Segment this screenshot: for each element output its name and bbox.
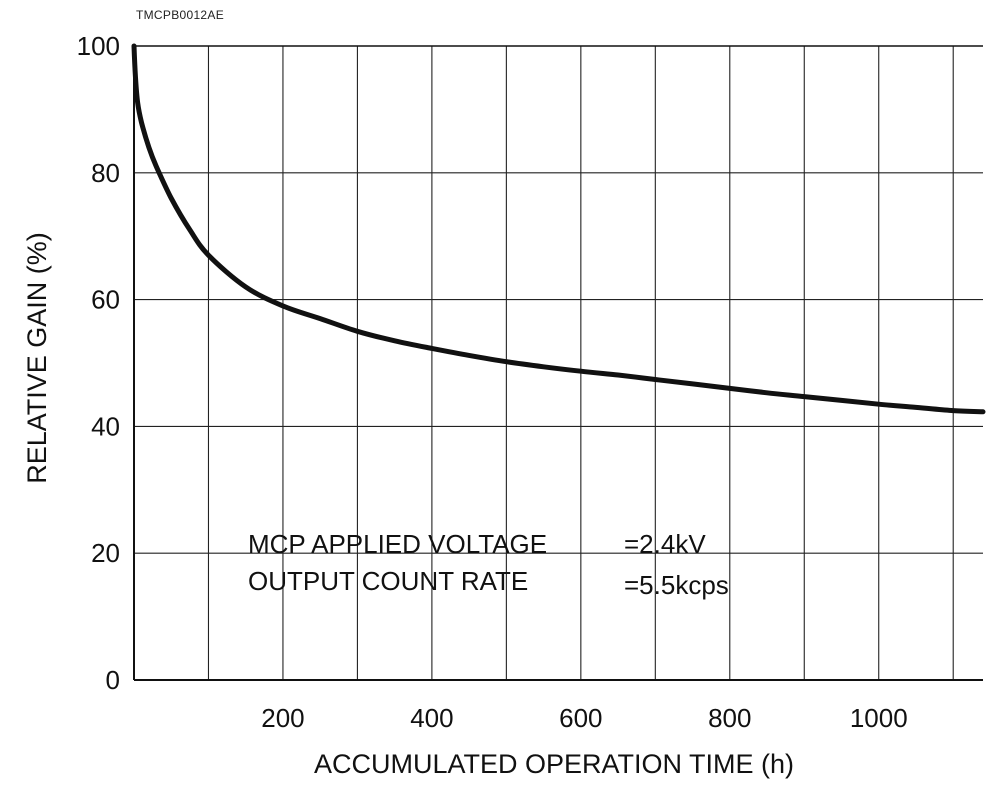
x-tick-label: 800 (708, 703, 751, 733)
ticks-layer: 0 20 40 60 80 100 200 400 600 800 1000 (77, 31, 908, 733)
y-tick-label: 100 (77, 31, 120, 61)
y-tick-label: 80 (91, 158, 120, 188)
annotation: MCP APPLIED VOLTAGE =2.4kV OUTPUT COUNT … (248, 529, 729, 600)
grid-layer (134, 46, 983, 680)
annotation-voltage-label: MCP APPLIED VOLTAGE (248, 529, 547, 559)
y-tick-label: 20 (91, 538, 120, 568)
y-tick-label: 0 (106, 665, 120, 695)
series-layer (131, 43, 986, 415)
axes-layer (133, 45, 983, 681)
y-tick-label: 60 (91, 285, 120, 315)
x-axis-label: ACCUMULATED OPERATION TIME (h) (314, 749, 794, 779)
document-code: TMCPB0012AE (136, 8, 225, 22)
gain-curve-line (131, 43, 986, 415)
y-axis-label: RELATIVE GAIN (%) (22, 232, 52, 484)
annotation-voltage-value: =2.4kV (624, 529, 706, 559)
annotation-count-rate-label: OUTPUT COUNT RATE (248, 566, 528, 596)
x-tick-label: 400 (410, 703, 453, 733)
annotation-count-rate-value: =5.5kcps (624, 570, 729, 600)
x-tick-label: 600 (559, 703, 602, 733)
x-tick-label: 200 (261, 703, 304, 733)
x-tick-label: 1000 (850, 703, 908, 733)
y-tick-label: 40 (91, 411, 120, 441)
